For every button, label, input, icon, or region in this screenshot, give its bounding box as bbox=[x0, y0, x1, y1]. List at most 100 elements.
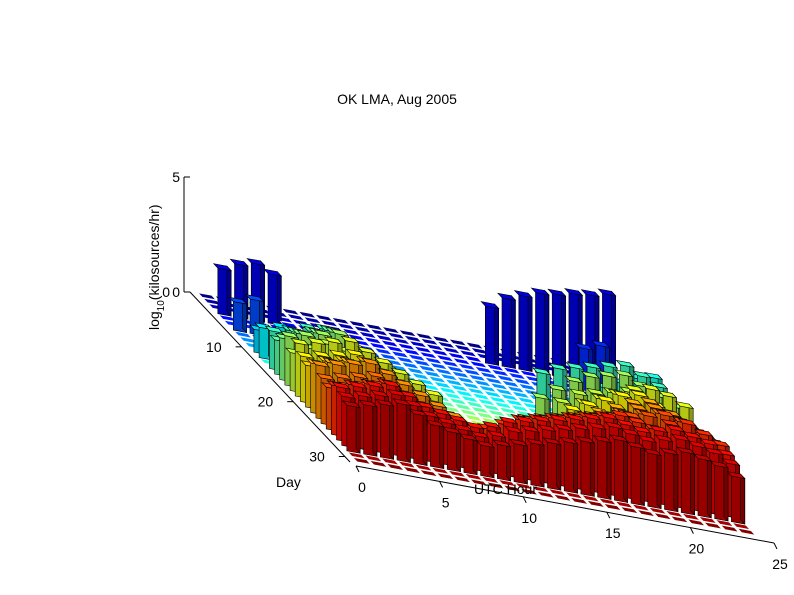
bar bbox=[500, 380, 521, 388]
bar-floor bbox=[319, 319, 339, 328]
bar-floor bbox=[396, 342, 416, 351]
bar-floor bbox=[602, 503, 623, 511]
bar bbox=[463, 414, 484, 422]
bar-floor bbox=[380, 339, 400, 348]
bar-top bbox=[699, 438, 719, 446]
z-axis-label-main: log bbox=[146, 311, 162, 330]
bar-floor bbox=[466, 387, 486, 396]
bar-floor bbox=[619, 506, 639, 514]
bar-side bbox=[226, 265, 232, 317]
x-tick-label: 0 bbox=[358, 479, 366, 495]
bar-side bbox=[527, 292, 533, 373]
bar-floor bbox=[386, 331, 406, 340]
bar-floor bbox=[441, 346, 461, 355]
bar bbox=[498, 406, 518, 415]
bar bbox=[392, 398, 412, 464]
bar-floor bbox=[471, 392, 491, 401]
bar-top bbox=[530, 392, 550, 400]
bar bbox=[464, 341, 485, 350]
bar-top bbox=[279, 330, 300, 339]
bar bbox=[419, 337, 440, 346]
bar bbox=[352, 325, 373, 334]
bar bbox=[445, 365, 465, 374]
bar-top bbox=[628, 403, 648, 411]
bar bbox=[465, 400, 485, 409]
bar-floor bbox=[681, 513, 701, 521]
bar-floor bbox=[440, 359, 460, 368]
bar-side bbox=[506, 441, 512, 482]
y-tick-label: 10 bbox=[206, 339, 222, 355]
bar-floor bbox=[483, 390, 503, 399]
bar bbox=[502, 484, 522, 493]
bar-top bbox=[407, 378, 427, 387]
bar-top bbox=[386, 388, 407, 397]
bar bbox=[464, 472, 484, 481]
bar-floor bbox=[506, 385, 526, 394]
bar-top bbox=[659, 447, 679, 456]
bar bbox=[438, 386, 458, 395]
bar-floor bbox=[467, 373, 487, 382]
bar bbox=[402, 466, 422, 474]
bar bbox=[427, 375, 447, 384]
bar-floor bbox=[564, 491, 584, 500]
bar-floor bbox=[352, 456, 372, 465]
bar-floor bbox=[358, 331, 378, 339]
bar-floor bbox=[653, 512, 673, 521]
bar bbox=[428, 362, 449, 371]
bar bbox=[378, 353, 398, 361]
bar bbox=[407, 353, 427, 362]
bar bbox=[547, 488, 567, 497]
bar bbox=[472, 379, 492, 388]
bar-floor bbox=[432, 381, 453, 389]
bar bbox=[358, 331, 378, 339]
bar bbox=[454, 389, 474, 398]
bar bbox=[485, 481, 506, 490]
bar bbox=[346, 333, 366, 342]
bar-top bbox=[537, 424, 557, 432]
bar-floor bbox=[417, 364, 437, 373]
bar-floor bbox=[428, 362, 449, 371]
bar-floor bbox=[461, 381, 481, 390]
bar-floor bbox=[443, 392, 463, 400]
bar-floor bbox=[720, 524, 740, 533]
bar-top bbox=[548, 414, 569, 422]
bar bbox=[569, 496, 589, 505]
bar bbox=[450, 370, 471, 379]
bar-floor bbox=[664, 509, 684, 518]
bar-floor bbox=[336, 322, 356, 331]
bar bbox=[636, 509, 656, 518]
bar-floor bbox=[497, 479, 517, 487]
bar bbox=[390, 350, 410, 359]
bar-side bbox=[522, 440, 528, 485]
bar bbox=[430, 348, 450, 357]
bar-floor bbox=[373, 347, 393, 356]
bar bbox=[495, 374, 516, 383]
bar-floor bbox=[597, 497, 618, 506]
bar-side bbox=[510, 294, 516, 370]
bar-top bbox=[262, 268, 283, 277]
bar bbox=[449, 384, 469, 392]
bar-top bbox=[306, 337, 327, 345]
svg-text:log10(kilosources/hr): log10(kilosources/hr) bbox=[146, 204, 167, 330]
bar bbox=[364, 323, 384, 331]
bar-top bbox=[569, 388, 589, 397]
bar bbox=[512, 377, 532, 386]
bar bbox=[212, 263, 233, 317]
bar-top bbox=[638, 410, 659, 419]
bar bbox=[597, 497, 618, 506]
bar-floor bbox=[731, 522, 751, 531]
bar-floor bbox=[714, 519, 735, 527]
bar-side bbox=[589, 438, 595, 498]
bar-floor bbox=[486, 409, 507, 417]
bar bbox=[369, 328, 389, 337]
bar bbox=[714, 519, 735, 527]
bar bbox=[363, 336, 383, 345]
bar bbox=[507, 372, 527, 380]
bar-floor bbox=[413, 463, 434, 472]
bar-floor bbox=[368, 460, 389, 468]
bar-floor bbox=[407, 353, 427, 362]
bar-floor bbox=[477, 384, 498, 393]
bar-top bbox=[498, 416, 518, 425]
bar bbox=[452, 475, 472, 484]
bar-floor bbox=[331, 317, 351, 325]
